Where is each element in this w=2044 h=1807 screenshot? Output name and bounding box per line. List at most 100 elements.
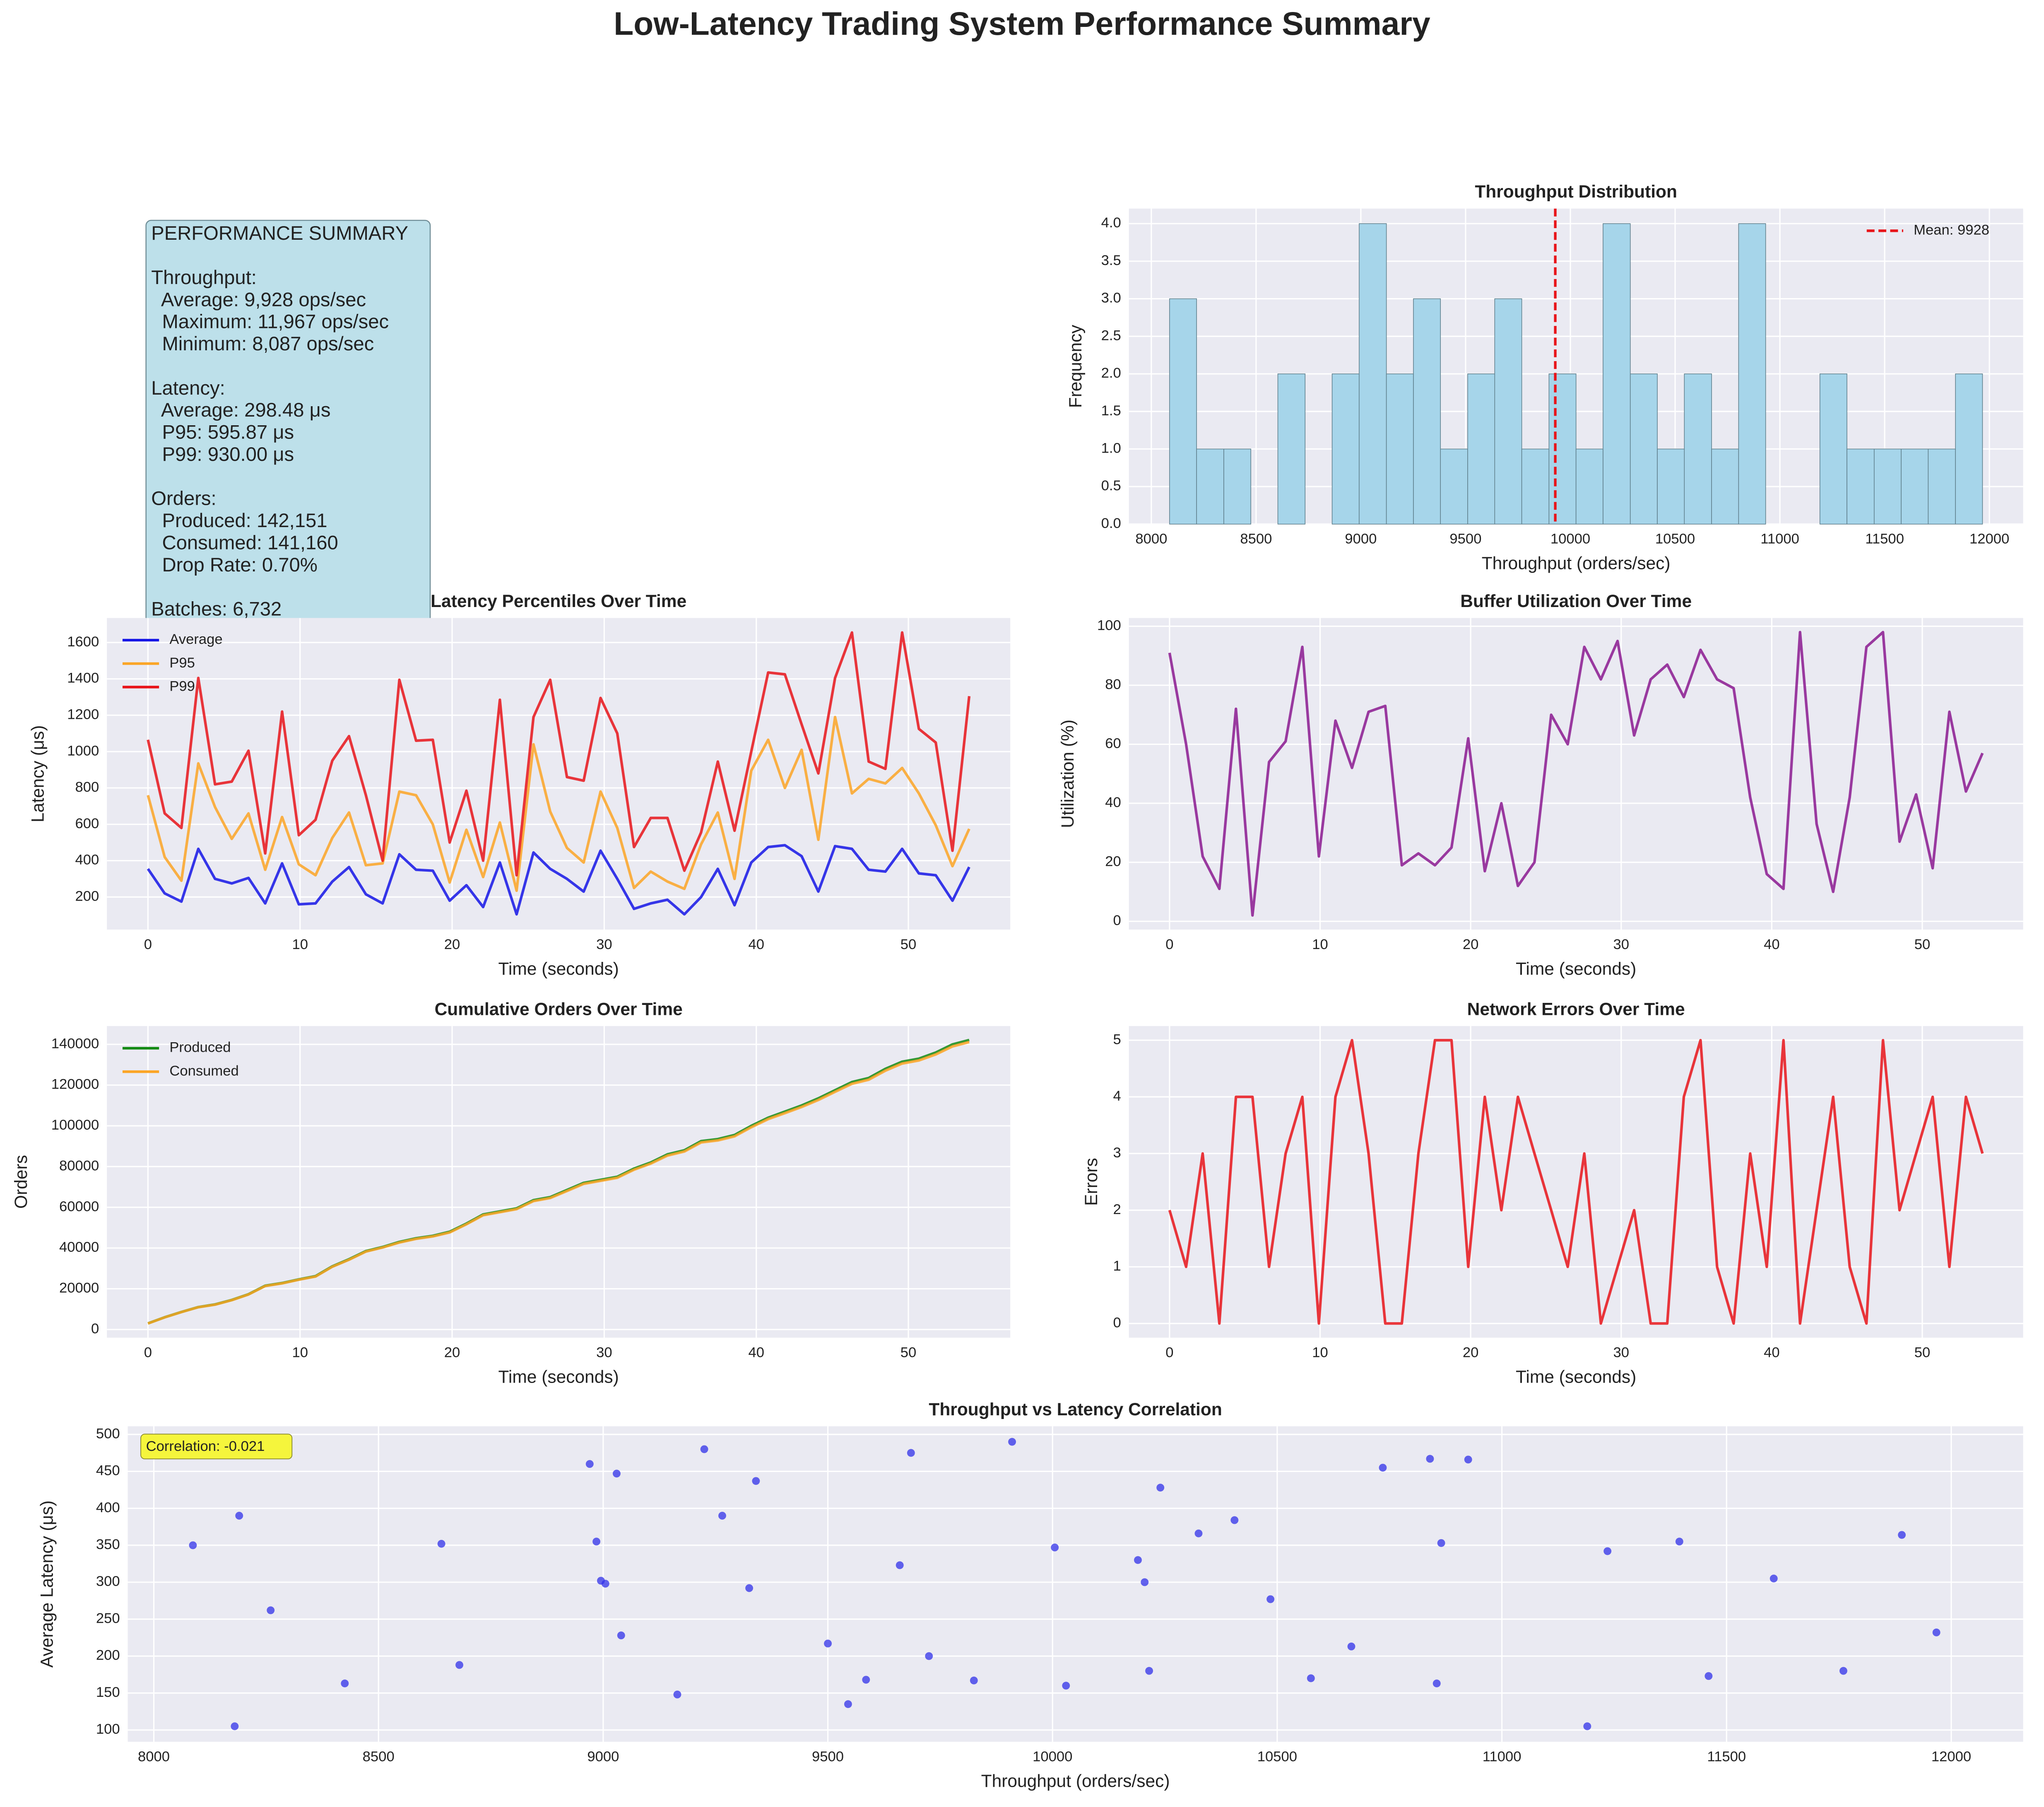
x-tick-label: 9000 xyxy=(587,1749,619,1764)
histogram-bar xyxy=(1521,448,1550,525)
histogram-bar xyxy=(1331,373,1360,525)
scatter-point xyxy=(925,1652,933,1660)
chart-title: Throughput Distribution xyxy=(1475,182,1677,202)
x-axis-label: Throughput (orders/sec) xyxy=(1482,554,1671,573)
scatter-point xyxy=(700,1445,708,1453)
histogram-bar xyxy=(1738,223,1766,525)
histogram-bar xyxy=(1386,373,1414,525)
x-tick-label: 0 xyxy=(1165,937,1173,952)
figure-title: Low-Latency Trading System Performance S… xyxy=(614,5,1430,42)
y-tick-label: 250 xyxy=(96,1610,120,1626)
scatter-point xyxy=(455,1661,464,1669)
legend-label: P99 xyxy=(169,678,195,694)
y-axis-label: Utilization (%) xyxy=(1058,720,1078,828)
summary-line: Drop Rate: 0.70% xyxy=(151,554,318,576)
x-tick-label: 11500 xyxy=(1865,531,1904,547)
chart-title: Network Errors Over Time xyxy=(1467,1000,1685,1019)
x-tick-label: 50 xyxy=(900,1344,917,1360)
y-tick-label: 1.5 xyxy=(1101,403,1121,419)
histogram-bar xyxy=(1548,373,1577,525)
y-tick-label: 40 xyxy=(1105,795,1121,810)
y-tick-label: 450 xyxy=(96,1463,120,1479)
x-tick-label: 10500 xyxy=(1655,531,1695,547)
legend-label: Consumed xyxy=(169,1063,238,1079)
x-axis-label: Time (seconds) xyxy=(1516,959,1636,979)
histogram-bar xyxy=(1657,448,1685,525)
histogram-bar xyxy=(1440,448,1468,525)
scatter-point xyxy=(1194,1529,1203,1537)
histogram-bar xyxy=(1169,298,1197,525)
summary: PERFORMANCE SUMMARY Throughput: Average: … xyxy=(151,222,408,620)
y-tick-label: 1.0 xyxy=(1101,440,1121,456)
x-tick-label: 12000 xyxy=(1931,1749,1971,1764)
scatter-point xyxy=(612,1470,621,1478)
y-axis-label: Orders xyxy=(12,1155,31,1209)
histogram-bar xyxy=(1928,448,1956,525)
x-tick-label: 0 xyxy=(1165,1344,1173,1360)
y-tick-label: 1000 xyxy=(67,743,99,759)
y-tick-label: 200 xyxy=(75,889,99,904)
y-tick-label: 500 xyxy=(96,1426,120,1441)
series-line xyxy=(147,1041,970,1325)
x-tick-label: 50 xyxy=(1914,937,1931,952)
histogram-bar xyxy=(1575,448,1603,525)
y-tick-label: 2 xyxy=(1113,1202,1121,1217)
y-tick-label: 350 xyxy=(96,1537,120,1552)
x-tick-label: 8000 xyxy=(138,1749,170,1764)
x-tick-label: 10 xyxy=(292,1344,308,1360)
x-tick-label: 50 xyxy=(900,937,917,952)
histogram-bar xyxy=(1359,223,1387,525)
scatter-point xyxy=(1432,1679,1441,1688)
scatter-point xyxy=(235,1512,243,1520)
scatter-point xyxy=(1134,1556,1142,1564)
x-tick-label: 10500 xyxy=(1257,1749,1297,1764)
chart-title: Latency Percentiles Over Time xyxy=(431,592,686,611)
y-axis-label: Average Latency (μs) xyxy=(38,1501,57,1668)
y-tick-label: 5 xyxy=(1113,1031,1121,1047)
scatter-point xyxy=(824,1639,832,1648)
y-tick-label: 2.5 xyxy=(1101,328,1121,343)
x-axis-label: Throughput (orders/sec) xyxy=(981,1771,1170,1791)
histogram-bar xyxy=(1630,373,1658,525)
histogram-bar xyxy=(1819,373,1847,525)
histogram-bar xyxy=(1711,448,1739,525)
y-tick-label: 40000 xyxy=(59,1239,99,1255)
y-tick-label: 1600 xyxy=(67,634,99,650)
y-tick-label: 140000 xyxy=(51,1036,99,1051)
y-axis-label: Latency (μs) xyxy=(29,725,48,822)
y-tick-label: 80000 xyxy=(59,1158,99,1173)
y-tick-label: 400 xyxy=(75,852,99,868)
scatter-point xyxy=(896,1561,904,1569)
histogram-bar xyxy=(1223,448,1252,525)
x-tick-label: 8000 xyxy=(1135,531,1167,547)
y-tick-label: 100 xyxy=(1097,618,1121,634)
scatter-point xyxy=(1145,1667,1153,1675)
series-line xyxy=(1168,1039,1984,1325)
y-tick-label: 2.0 xyxy=(1101,365,1121,381)
scatter-point xyxy=(970,1676,978,1684)
x-tick-label: 0 xyxy=(144,937,152,952)
annotation: Correlation: -0.021 xyxy=(146,1438,265,1454)
y-tick-label: 0.0 xyxy=(1101,516,1121,531)
x-tick-label: 8500 xyxy=(363,1749,395,1764)
legend-label: Mean: 9928 xyxy=(1914,222,1989,238)
y-tick-label: 1200 xyxy=(67,706,99,722)
scatter-point xyxy=(907,1449,915,1457)
x-tick-label: 50 xyxy=(1914,1344,1931,1360)
y-axis-label: Frequency xyxy=(1066,325,1086,408)
x-tick-label: 0 xyxy=(144,1344,152,1360)
histogram-bar xyxy=(1413,298,1441,525)
x-tick-label: 9500 xyxy=(1449,531,1481,547)
x-axis-label: Time (seconds) xyxy=(1516,1367,1636,1387)
scatter-point xyxy=(1705,1672,1713,1680)
y-tick-label: 1400 xyxy=(67,670,99,686)
x-tick-label: 40 xyxy=(748,1344,764,1360)
scatter-point xyxy=(718,1512,726,1520)
summary-line: Minimum: 8,087 ops/sec xyxy=(151,333,374,355)
y-tick-label: 80 xyxy=(1105,677,1121,692)
x-tick-label: 30 xyxy=(596,937,612,952)
annotation-box xyxy=(140,1434,293,1460)
scatter-point xyxy=(1307,1674,1315,1682)
y-tick-label: 20 xyxy=(1105,854,1121,870)
